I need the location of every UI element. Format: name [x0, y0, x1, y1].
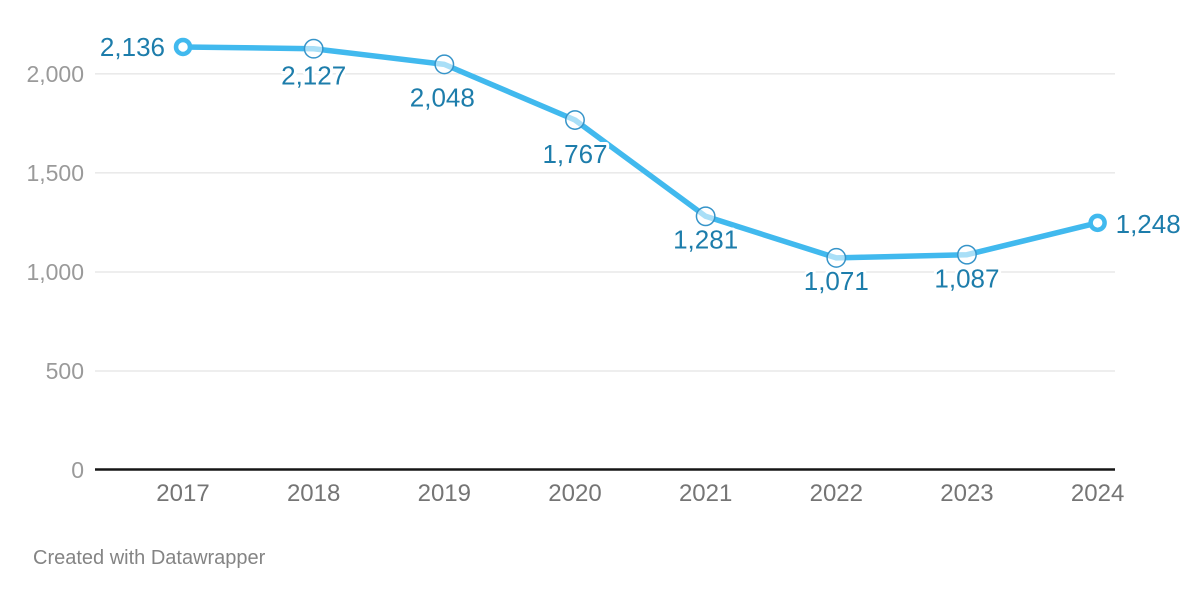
- data-point-label: 2,127: [281, 61, 346, 91]
- x-axis-tick-label: 2019: [418, 480, 471, 507]
- x-axis-tick-label: 2021: [679, 480, 732, 507]
- y-axis-tick-label: 1,500: [26, 160, 84, 186]
- data-point[interactable]: [957, 244, 977, 265]
- x-axis-tick-label: 2018: [287, 480, 340, 507]
- series-line: [180, 44, 1101, 261]
- data-point[interactable]: [695, 206, 716, 227]
- y-axis-tick-label: 500: [46, 358, 84, 384]
- data-point[interactable]: [565, 110, 585, 130]
- data-point[interactable]: [1088, 213, 1107, 233]
- y-axis-tick-label: 0: [71, 457, 84, 483]
- y-axis-tick-label: 2,000: [26, 61, 84, 87]
- data-point-label: 1,087: [934, 264, 999, 294]
- y-axis-tick-label: 1,000: [26, 259, 84, 285]
- line-chart: 0 500 1,000 1,500 2,000 2017 2018 2019 2020 2021 2…: [26, 31, 1181, 507]
- data-point-label: 1,071: [804, 266, 869, 296]
- datawrapper-credit: Created with Datawrapper: [33, 547, 266, 569]
- x-axis-tick-label: 2024: [1071, 480, 1124, 507]
- x-axis-tick-label: 2017: [156, 480, 209, 507]
- data-point-label: 1,767: [542, 139, 607, 169]
- data-point[interactable]: [173, 37, 193, 57]
- data-point-label: 1,248: [1116, 209, 1181, 239]
- data-point[interactable]: [826, 247, 847, 268]
- data-point-label: 2,136: [100, 32, 165, 62]
- data-point-label: 2,048: [410, 82, 475, 112]
- x-axis-tick-label: 2023: [940, 480, 993, 507]
- x-axis-tick-label: 2020: [548, 480, 601, 507]
- data-point[interactable]: [434, 54, 455, 75]
- x-axis-tick-label: 2022: [810, 480, 863, 507]
- data-point-label: 1,281: [673, 224, 738, 254]
- data-point[interactable]: [303, 38, 324, 59]
